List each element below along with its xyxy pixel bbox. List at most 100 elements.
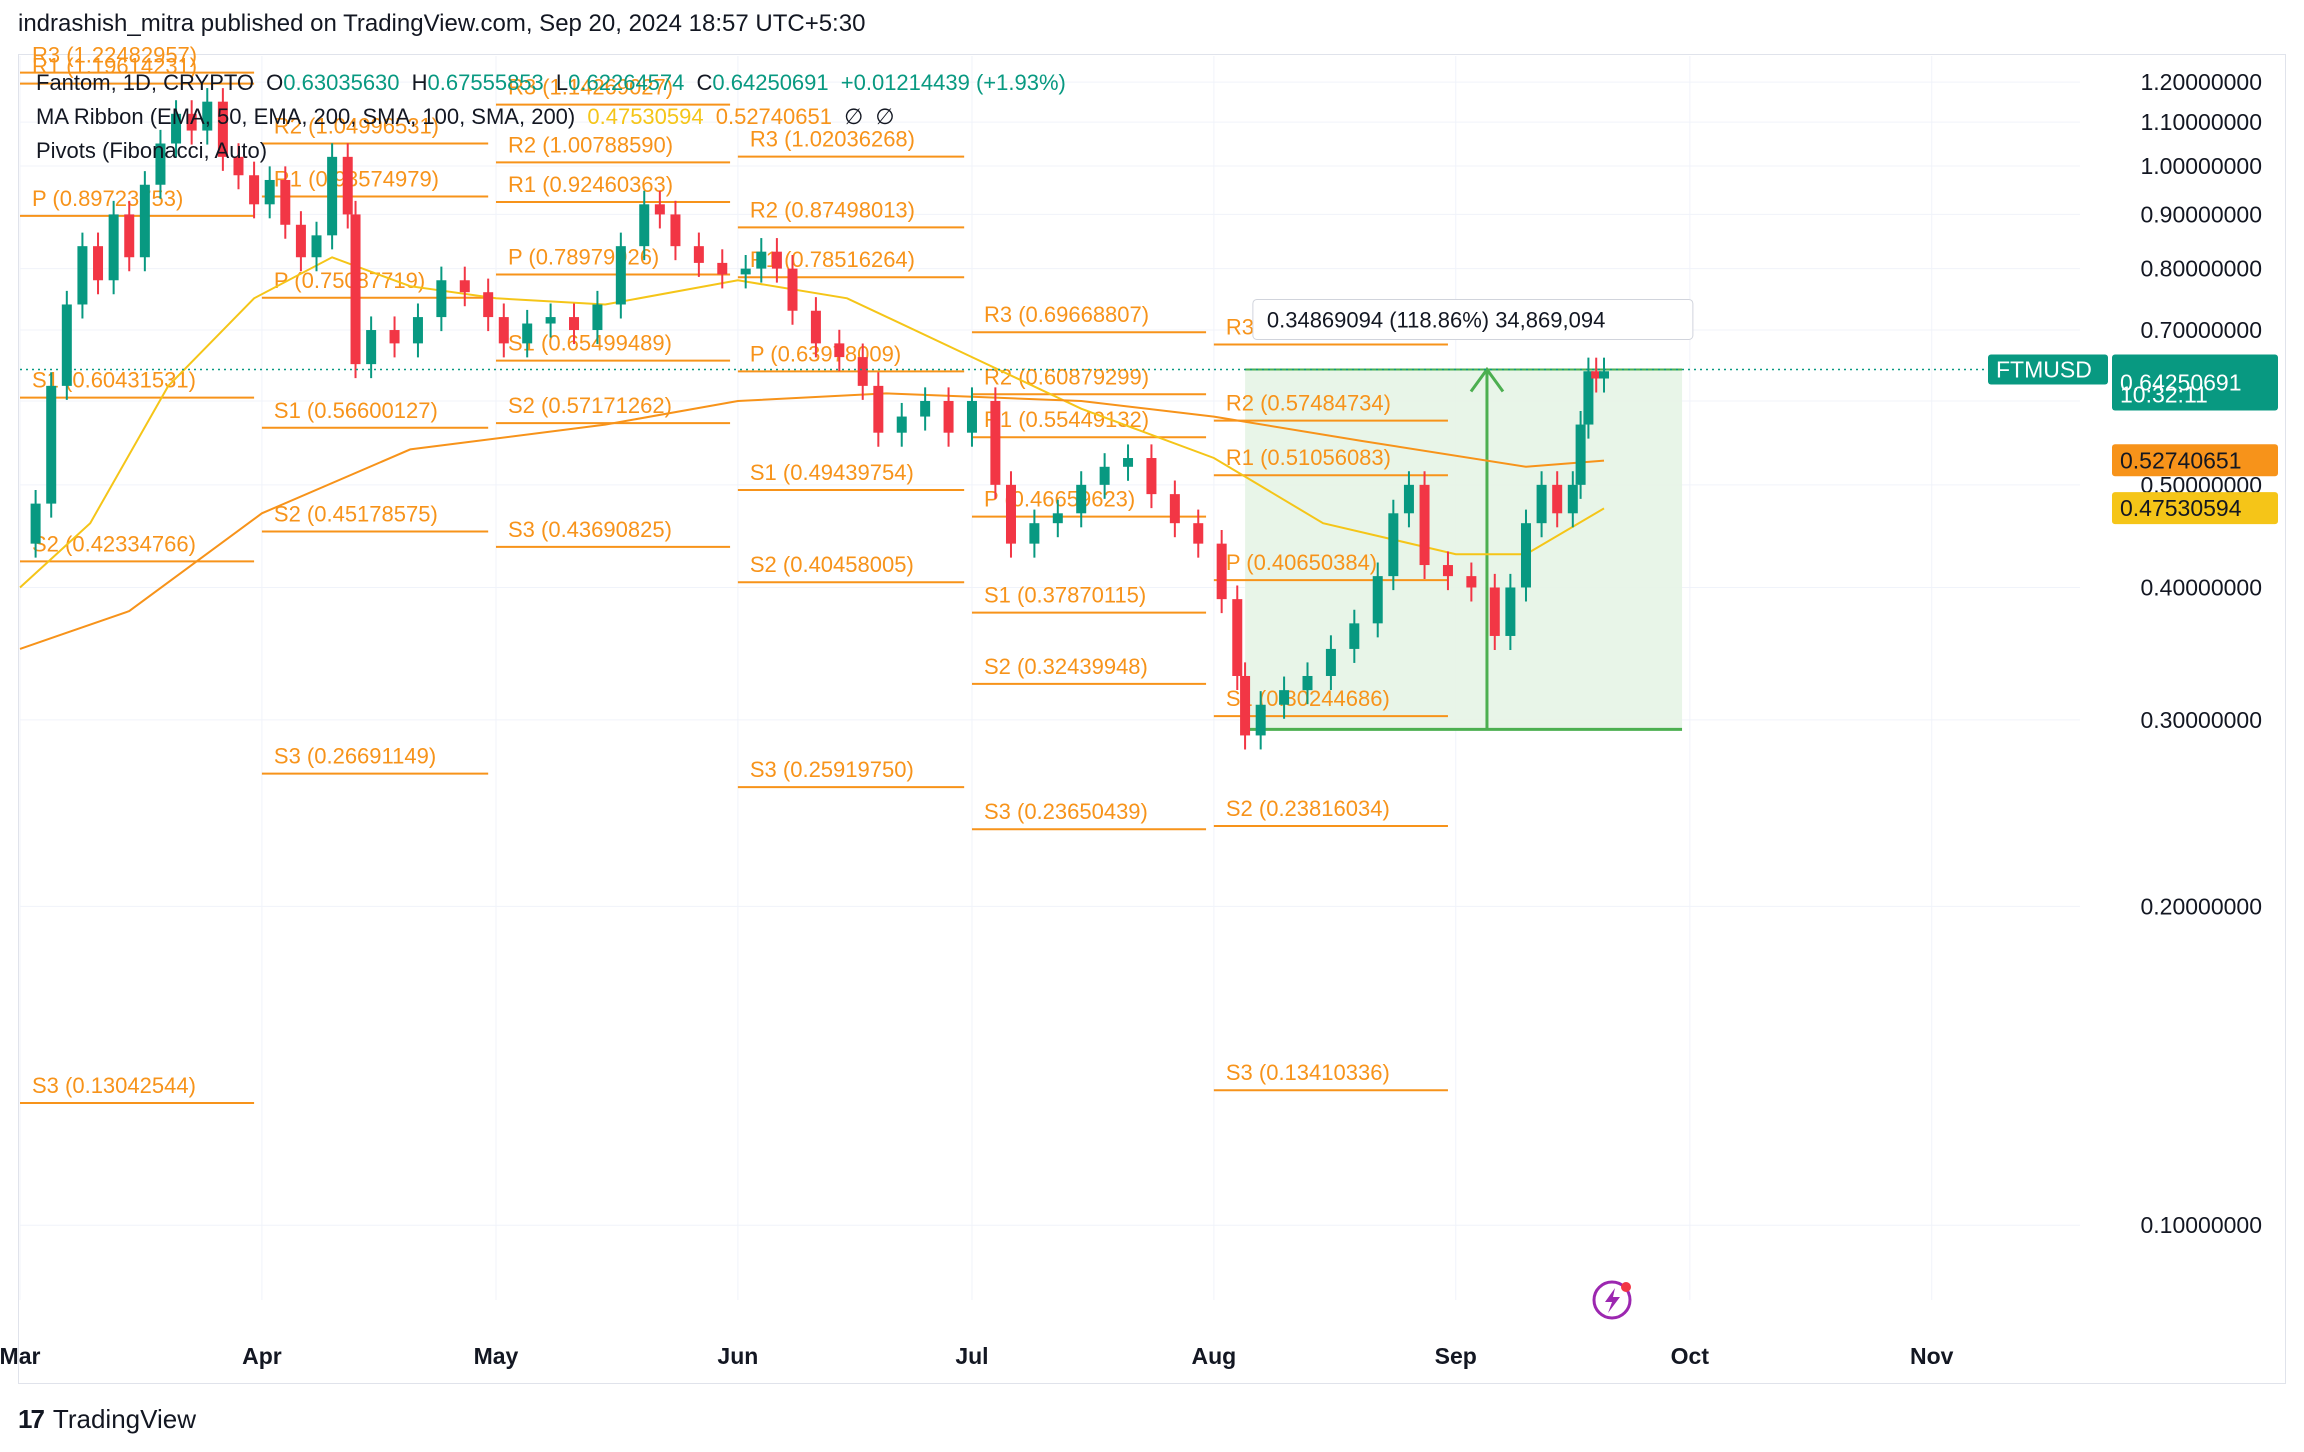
candle-body [1255, 704, 1266, 736]
candle [1466, 562, 1477, 602]
candle-body [124, 214, 135, 258]
candle [1591, 357, 1602, 393]
candle-body [1419, 484, 1430, 566]
pivot-label-s2: S2 (0.32439948) [984, 654, 1148, 679]
candle [295, 211, 306, 272]
candle [311, 221, 322, 272]
pivot-label-r1: R1 (1.19614231) [32, 54, 197, 79]
symbol-tag-bg [1988, 354, 2108, 385]
candle-body [1388, 513, 1399, 577]
candle-body [350, 214, 361, 365]
candle [498, 303, 509, 358]
pivot-label-p: P (0.89723753) [32, 186, 183, 211]
candle-body [1591, 371, 1602, 379]
pivot-label-s3: S3 (0.43690825) [508, 517, 672, 542]
candle-body [990, 400, 1001, 485]
pivot-label-s1: S1 (0.37870115) [984, 583, 1146, 608]
candle [1146, 444, 1157, 509]
candle [389, 316, 400, 358]
candle [1599, 357, 1610, 393]
x-axis-tick-label: May [474, 1343, 519, 1369]
candle-body [592, 304, 603, 331]
candle [1403, 471, 1414, 528]
chart-frame[interactable] [18, 54, 2286, 1384]
candle [943, 387, 954, 447]
candle [412, 303, 423, 358]
candle [459, 266, 470, 307]
ma50-tag: 0.47530594 [2120, 495, 2242, 521]
pivot-label-r2: R2 (0.60879299) [984, 364, 1149, 389]
candle [483, 278, 494, 332]
pivot-label-p: P (0.78979926) [508, 245, 659, 270]
pivot-label-s3: S3 (0.23650439) [984, 799, 1148, 824]
candle-body [93, 246, 104, 281]
footer-brand: 17 TradingView [18, 1404, 196, 1435]
y-axis-tick-label: 0.10000000 [2140, 1212, 2262, 1238]
candle [233, 143, 244, 190]
x-axis-tick-label: Jun [717, 1343, 758, 1369]
candle-body [217, 101, 228, 157]
candle-body [896, 416, 907, 433]
legend-pivots: Pivots (Fibonacci, Auto) [36, 138, 273, 164]
candle-body [171, 113, 182, 144]
candle [264, 166, 275, 219]
pivot-label-p: P (0.63978009) [750, 341, 901, 366]
legend-symbol: Fantom, 1D, CRYPTO [36, 70, 255, 95]
pivot-label-s1: S1 (0.60431531) [32, 368, 196, 393]
candle [1099, 453, 1110, 499]
candle-body [1325, 648, 1336, 676]
pivot-label-r1: R1 (0.55449132) [984, 407, 1149, 432]
candle-body [77, 246, 88, 305]
pivot-label-s2: S2 (0.40458005) [750, 552, 914, 577]
last-price-tag-bg [2112, 354, 2278, 411]
ma-line-1 [19, 256, 1605, 589]
candle-body [1403, 484, 1414, 514]
candle-body [1123, 458, 1134, 467]
candle [1575, 410, 1586, 499]
candle [1388, 499, 1399, 591]
candle-body [498, 317, 509, 344]
publish-header: indrashish_mitra published on TradingVie… [18, 10, 866, 37]
candle-body [693, 246, 704, 263]
pivot-label-r3: R3 (1.02036268) [750, 127, 915, 152]
candle-body [1279, 690, 1290, 705]
candle-body [1349, 623, 1360, 649]
candle [1536, 471, 1547, 538]
candle [30, 490, 41, 558]
candle [249, 161, 260, 219]
legend-high: H0.67555853 [411, 70, 544, 95]
candle-body [1005, 484, 1016, 544]
x-axis-tick-label: Oct [1671, 1343, 1710, 1369]
candle-body [459, 280, 470, 293]
candle-body [522, 323, 533, 344]
candle [202, 88, 213, 145]
candle-body [834, 343, 845, 358]
candle [1372, 562, 1383, 638]
candle [327, 143, 338, 250]
candle-body [1372, 576, 1383, 624]
candle [1279, 676, 1290, 719]
candle-body [966, 400, 977, 433]
candle [1442, 551, 1453, 591]
candle [1552, 471, 1563, 528]
candle-body [920, 400, 931, 417]
price-chart[interactable]: R3 (1.22482957)R1 (1.19614231) P (0.89723… [0, 0, 2304, 1400]
pivot-label-s2: S2 (0.23816034) [1226, 796, 1390, 821]
candle [1052, 499, 1063, 538]
candle-body [756, 251, 767, 269]
x-axis-tick-label: Mar [0, 1343, 40, 1369]
candle [1076, 471, 1087, 528]
ma50-tag-bg [2112, 492, 2278, 525]
symbol-tag: FTMUSD [1996, 356, 2092, 382]
candle [615, 232, 626, 319]
candle [810, 297, 821, 358]
candle [670, 200, 681, 261]
last-price-tag: 0.64250691 [2120, 369, 2242, 395]
measure-range-box [1245, 369, 1683, 730]
candle-body [311, 235, 322, 258]
pivot-label-p: P (0.75087719) [274, 268, 425, 293]
pivot-label-s3: S3 (0.13042544) [32, 1073, 196, 1098]
candle [1255, 691, 1266, 750]
candle-body [327, 156, 338, 236]
candle [639, 190, 650, 261]
